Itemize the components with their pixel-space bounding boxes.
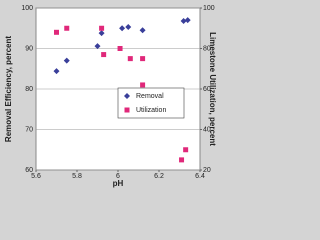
y-tick-label: 60 [25, 167, 33, 174]
point [183, 147, 189, 153]
x-tick-label: 5.8 [72, 173, 82, 180]
point [119, 25, 126, 32]
legend-label: Removal [136, 93, 164, 100]
y-tick-label: 70 [25, 126, 33, 133]
y2-tick-label: 100 [203, 5, 215, 12]
point [53, 68, 60, 75]
x-tick-label: 6 [116, 173, 120, 180]
legend-box [117, 87, 185, 119]
y-tick-label: 90 [25, 45, 33, 52]
y2-axis-label: Limestone Utilization, percent [208, 32, 217, 146]
x-axis-label: pH [113, 179, 124, 188]
x-tick-label: 6.2 [154, 173, 164, 180]
point [94, 43, 101, 50]
point [63, 57, 70, 64]
point [140, 56, 146, 62]
point [139, 27, 146, 34]
x-tick-label: 6.4 [195, 173, 205, 180]
point [179, 157, 185, 163]
point [184, 17, 191, 24]
legend-label: Utilization [136, 107, 166, 114]
y2-tick-label: 60 [203, 86, 211, 93]
legend-marker [124, 93, 130, 99]
point [125, 24, 132, 31]
page: pH Removal Efficiency, percent Limestone… [4, 4, 217, 189]
point [64, 25, 70, 31]
y-tick-label: 100 [21, 5, 33, 12]
legend-marker [124, 107, 130, 113]
y2-tick-label: 40 [203, 126, 211, 133]
point [101, 52, 107, 58]
point [98, 30, 105, 37]
x-tick-label: 5.6 [31, 173, 41, 180]
point [54, 29, 59, 35]
point [117, 46, 123, 51]
point [180, 17, 187, 24]
y-axis-label: Removal Efficiency, percent [4, 36, 13, 142]
y2-tick-label: 80 [203, 45, 211, 52]
chart: pH Removal Efficiency, percent Limestone… [4, 5, 217, 188]
point [140, 82, 146, 88]
point [99, 25, 105, 31]
point [127, 56, 133, 62]
y2-tick-label: 20 [203, 167, 211, 174]
y-tick-label: 80 [25, 86, 33, 93]
